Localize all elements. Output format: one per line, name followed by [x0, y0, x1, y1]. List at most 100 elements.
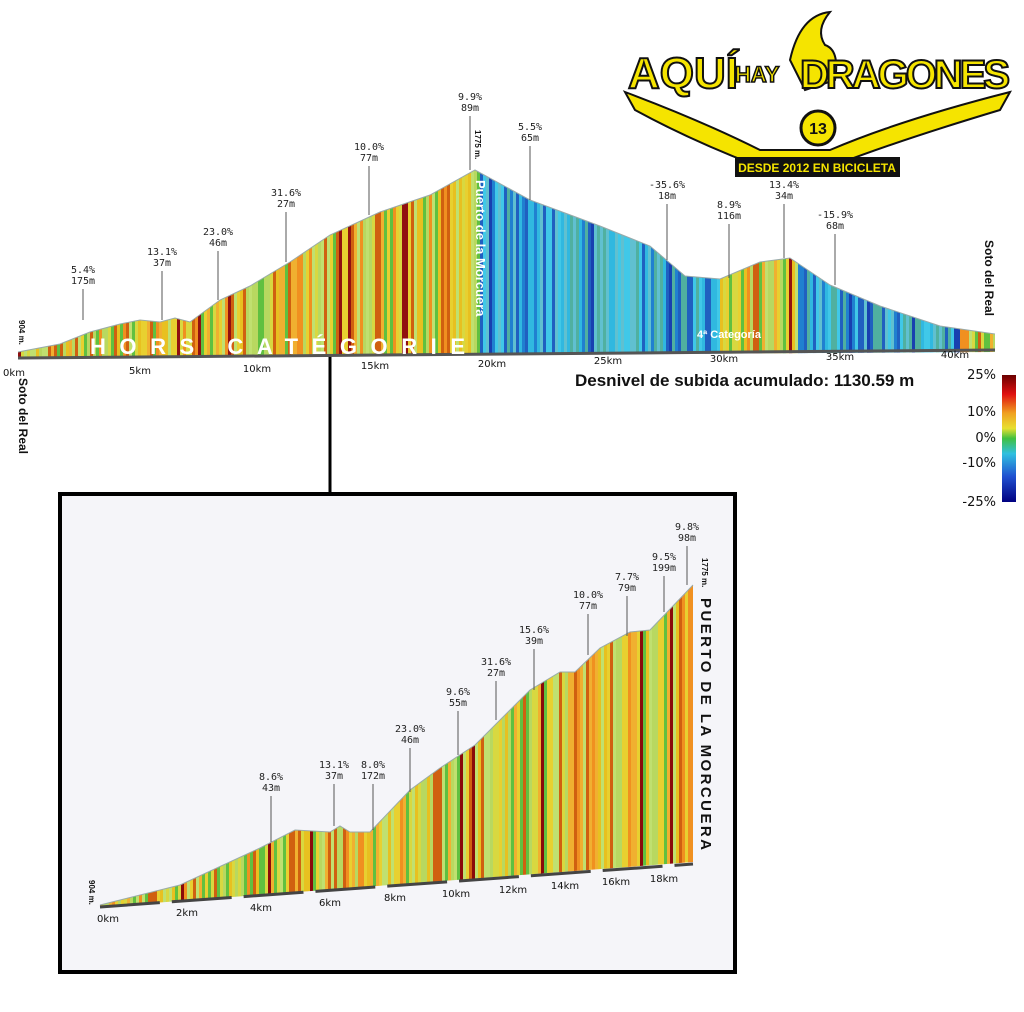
annotation-length: 43m: [262, 783, 280, 794]
profile-outline: [17, 169, 996, 353]
profile-stripe: [565, 585, 569, 907]
legend-label: -25%: [962, 495, 996, 510]
profile-stripe: [312, 170, 316, 358]
profile-stripe: [532, 585, 536, 907]
profile-stripe: [558, 170, 562, 358]
profile-stripe: [562, 585, 566, 907]
profile-stripe: [570, 170, 574, 358]
profile-stripe: [511, 585, 515, 907]
profile-stripe: [309, 170, 313, 358]
profile-stripe: [495, 170, 499, 358]
km-label: 25km: [594, 356, 622, 367]
profile-stripe: [522, 170, 526, 358]
profile-stripe: [546, 170, 550, 358]
profile-stripe: [474, 170, 478, 358]
annotation-length: 65m: [521, 133, 539, 144]
legend-label: 0%: [975, 431, 996, 446]
profile-stripe: [475, 585, 479, 907]
profile-stripe: [634, 585, 638, 907]
profile-stripe: [468, 170, 472, 358]
profile-stripe: [945, 170, 949, 358]
profile-stripe: [351, 170, 355, 358]
profile-stripe: [54, 170, 58, 358]
profile-stripe: [393, 170, 397, 358]
km-label: 35km: [826, 352, 854, 363]
annotation-grade: 31.6%: [481, 657, 511, 668]
profile-stripe: [903, 170, 907, 358]
km-label: 5km: [129, 366, 151, 377]
annotation-grade: 10.0%: [573, 590, 603, 601]
profile-stripe: [603, 170, 607, 358]
km-label: 20km: [478, 359, 506, 370]
profile-stripe: [315, 170, 319, 358]
inset-base: [99, 862, 694, 909]
legend-label: -10%: [962, 456, 996, 471]
profile-stripe: [483, 170, 487, 358]
profile-stripe: [625, 585, 629, 907]
km-label: 0km: [3, 368, 25, 379]
profile-stripe: [616, 585, 620, 907]
profile-stripe: [531, 170, 535, 358]
km-label: 15km: [361, 361, 389, 372]
profile-stripe: [354, 170, 358, 358]
legend-label: 25%: [967, 368, 996, 383]
annotation-length: 89m: [461, 103, 479, 114]
profile-stripe: [948, 170, 952, 358]
annotation-length: 175m: [71, 276, 95, 287]
profile-stripe: [39, 170, 43, 358]
profile-stripe: [918, 170, 922, 358]
logo-wings: [622, 90, 1013, 166]
profile-stripe: [646, 585, 650, 907]
profile-stripe: [576, 170, 580, 358]
profile-stripe: [528, 170, 532, 358]
annotation-grade: 7.7%: [615, 572, 639, 583]
logo-tagline-bg: [735, 157, 900, 177]
profile-stripe: [471, 170, 475, 358]
profile-stripe: [487, 585, 491, 907]
profile-stripe: [465, 170, 469, 358]
profile-stripe: [762, 170, 766, 358]
profile-stripe: [45, 170, 49, 358]
profile-stripe: [610, 585, 614, 907]
profile-stripe: [478, 585, 482, 907]
profile-stripe: [342, 170, 346, 358]
profile-stripe: [330, 170, 334, 358]
start-altitude: 904 m.: [17, 320, 26, 345]
profile-stripe: [321, 170, 325, 358]
profile-stripe: [645, 170, 649, 358]
annotation-length: 77m: [579, 601, 597, 612]
profile-stripe: [441, 170, 445, 358]
profile-stripe: [535, 585, 539, 907]
profile-stripe: [51, 170, 55, 358]
profile-stripe: [339, 170, 343, 358]
profile-stripe: [780, 170, 784, 358]
km-label: 4km: [250, 903, 272, 914]
profile-stripe: [327, 170, 331, 358]
profile-stripe: [792, 170, 796, 358]
profile-stripe: [600, 170, 604, 358]
profile-stripe: [574, 585, 578, 907]
logo-word: HAY: [735, 62, 780, 87]
annotation-length: 116m: [717, 211, 741, 222]
profile-stripe: [579, 170, 583, 358]
profile-stripe: [957, 170, 961, 358]
profile-stripe: [547, 585, 551, 907]
profile-stripe: [360, 170, 364, 358]
profile-stripe: [534, 170, 538, 358]
profile-stripe: [420, 170, 424, 358]
profile-stripe: [589, 585, 593, 907]
profile-stripe: [537, 170, 541, 358]
profile-stripe: [525, 170, 529, 358]
profile-stripe: [897, 170, 901, 358]
profile-stripe: [480, 170, 484, 358]
profile-stripe: [628, 585, 632, 907]
profile-stripe: [639, 170, 643, 358]
profile-stripe: [414, 170, 418, 358]
annotation-length: 39m: [525, 636, 543, 647]
profile-stripe: [664, 585, 668, 907]
km-label: 6km: [319, 898, 341, 909]
profile-stripe: [291, 170, 295, 358]
profile-stripe: [432, 170, 436, 358]
annotation-length: 98m: [678, 533, 696, 544]
